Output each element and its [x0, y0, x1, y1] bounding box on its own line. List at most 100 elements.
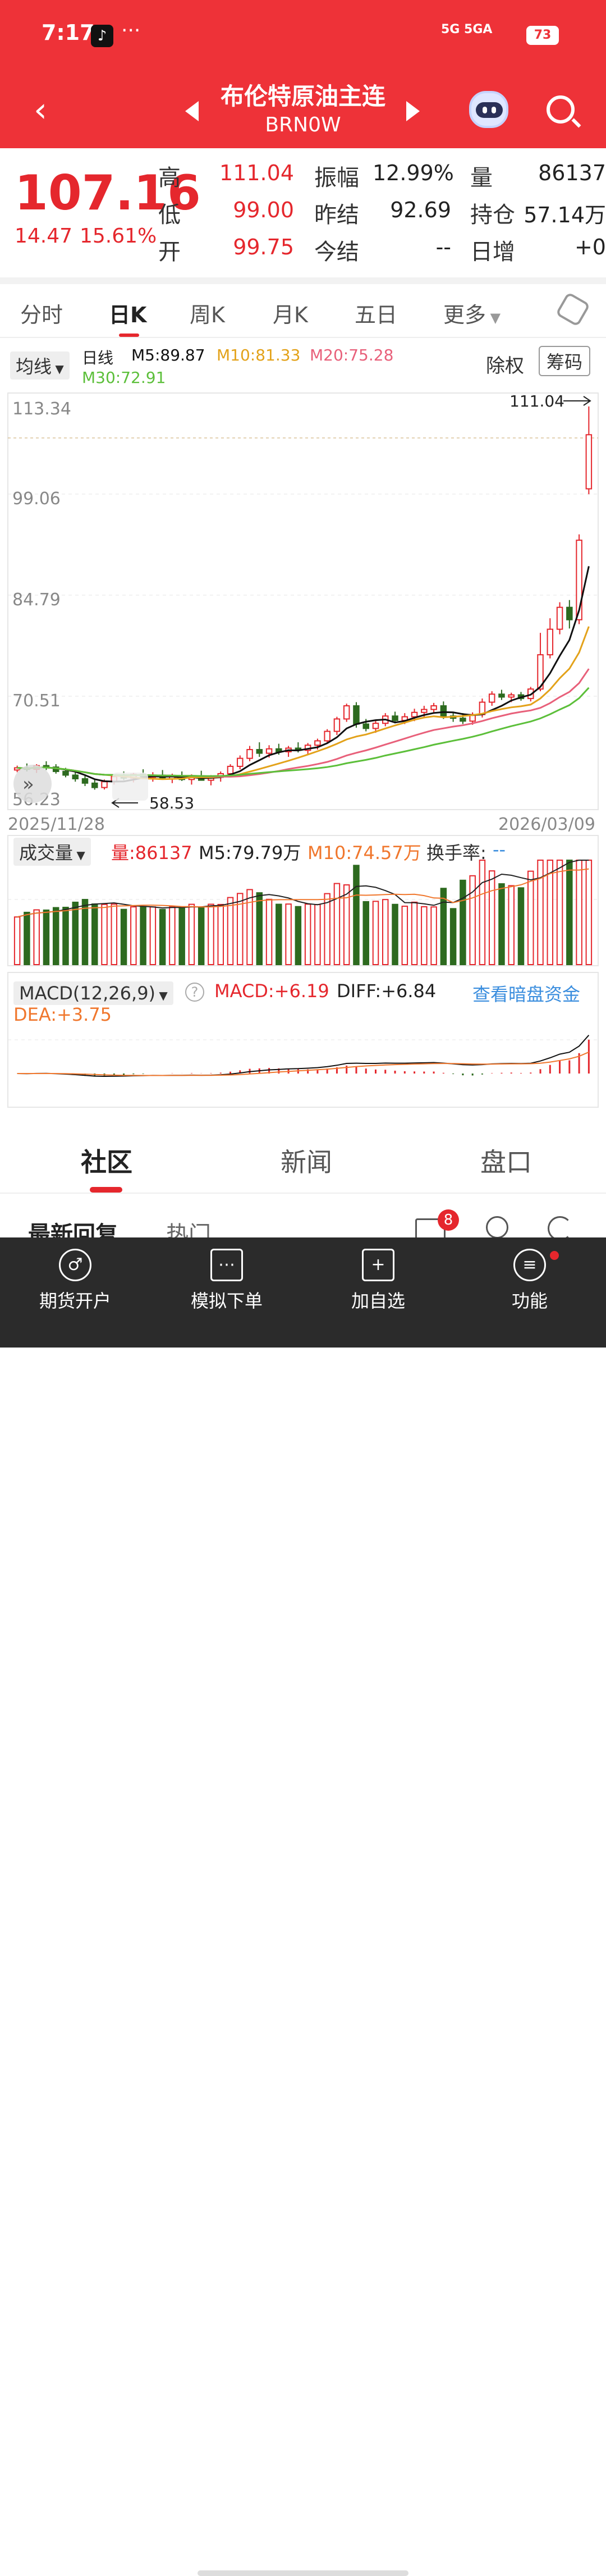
volume-bar: [343, 884, 350, 966]
candle-body: [256, 749, 263, 754]
volume-bar: [508, 885, 515, 966]
expand-sidebar-icon[interactable]: [13, 765, 52, 803]
tab-news[interactable]: 新闻: [281, 1147, 332, 1177]
nav-label: 模拟下单: [190, 1290, 263, 1312]
volume-bar: [256, 892, 263, 965]
candle-body: [353, 705, 360, 725]
dark-pool-funds-link[interactable]: 查看暗盘资金: [472, 984, 581, 1005]
tab-weekly-k[interactable]: 周K: [190, 303, 225, 327]
candle-body: [498, 693, 505, 698]
candle-body: [237, 757, 244, 767]
candle-body: [488, 693, 495, 703]
y-tick-0: 113.34: [12, 399, 71, 419]
volume-bar: [411, 901, 418, 965]
ma10-line: [17, 626, 590, 780]
candle-body: [362, 723, 369, 729]
volume-bar: [314, 904, 321, 965]
account-open-icon: ♂: [59, 1249, 91, 1281]
filter-latest[interactable]: 最新回复 ⌄: [28, 1216, 135, 1239]
ma-selector-label: 均线: [16, 356, 52, 377]
candle-body: [421, 709, 428, 713]
filter-hot[interactable]: 热门: [166, 1222, 211, 1239]
volume-bar: [81, 899, 89, 965]
volume-bar: [576, 860, 582, 965]
candle-body: [81, 778, 89, 784]
tab-daily-k[interactable]: 日K: [109, 303, 147, 327]
search-icon[interactable]: [547, 95, 575, 124]
prev-contract-icon[interactable]: [185, 101, 199, 121]
chevron-down-icon: ▼: [52, 362, 64, 376]
refresh-icon[interactable]: [548, 1216, 572, 1239]
nav-open-account[interactable]: ♂ 期货开户: [19, 1249, 131, 1313]
nav-simulated-order[interactable]: ⋯ 模拟下单: [171, 1249, 283, 1313]
volume-bar: [469, 875, 476, 966]
tab-intraday[interactable]: 分时: [20, 303, 63, 327]
macd-selector-label: MACD(12,26,9): [19, 983, 156, 1004]
volume-bar: [460, 879, 466, 966]
volume-bar: [43, 909, 50, 965]
price-change-pct: 15.61%: [80, 225, 157, 248]
volume-bar: [527, 870, 534, 965]
candle-body: [392, 715, 398, 721]
candle-body: [508, 694, 515, 698]
macd-lines: [17, 1035, 590, 1077]
volume-bar: [382, 899, 389, 965]
tiktok-icon: ♪: [91, 25, 113, 47]
volume-bar: [440, 888, 447, 965]
volume-selector[interactable]: 成交量 ▼: [13, 838, 91, 866]
fullscreen-icon[interactable]: [112, 773, 148, 801]
macd-selector[interactable]: MACD(12,26,9) ▼: [13, 981, 173, 1005]
candle-body: [91, 782, 98, 788]
x-end-date: 2026/03/09: [498, 815, 595, 834]
dea-line: [17, 1051, 589, 1076]
candle-body: [62, 771, 69, 776]
x-start-date: 2025/11/28: [8, 815, 105, 834]
candle-body: [430, 705, 437, 710]
chips-button[interactable]: 筹码: [539, 346, 591, 376]
label-open: 开: [158, 239, 181, 265]
chart-settings-icon[interactable]: [555, 291, 591, 327]
value-open-interest: 57.14万: [524, 203, 606, 227]
volume-bar: [178, 906, 185, 966]
volume-bar: [198, 906, 205, 965]
price-change: 14.47: [15, 225, 73, 248]
candle-body: [314, 740, 321, 746]
turnover-value: --: [493, 839, 506, 860]
ma-selector[interactable]: 均线 ▼: [10, 351, 70, 380]
value-low: 99.00: [233, 198, 294, 222]
volume-bar: [159, 908, 166, 965]
candlesticks: [13, 406, 593, 790]
value-amplitude: 12.99%: [373, 161, 454, 185]
tab-more[interactable]: 更多 ▼: [443, 298, 501, 328]
volume-bar: [537, 860, 544, 965]
adjust-button[interactable]: 除权: [486, 355, 524, 377]
volume-bar: [33, 909, 40, 966]
back-icon[interactable]: ‹: [34, 90, 47, 130]
tab-five-day[interactable]: 五日: [355, 303, 398, 327]
header: ‹ 布伦特原油主连 BRN0W: [0, 73, 606, 148]
assistant-robot-icon[interactable]: [469, 91, 508, 128]
tab-monthly-k[interactable]: 月K: [273, 303, 308, 327]
volume-bar: [324, 893, 330, 965]
status-bar: 7:17 ♪ ··· 5G 5GA 73: [0, 0, 606, 73]
nav-label: 功能: [511, 1290, 548, 1312]
candle-body: [537, 654, 544, 690]
nav-add-watchlist[interactable]: + 加自选: [322, 1249, 434, 1313]
volume-bar: [72, 901, 79, 965]
kline-chart[interactable]: 113.34 99.06 84.79 70.51 56.23 111.04 58…: [0, 338, 606, 1113]
volume-bar: [449, 908, 457, 965]
volume-ma-lines: [17, 860, 589, 918]
help-icon[interactable]: ?: [185, 983, 204, 1002]
document-icon: ⋯: [210, 1249, 243, 1281]
candle-body: [556, 606, 563, 630]
volume-bar: [392, 903, 398, 966]
chevron-down-icon: ▼: [486, 310, 501, 326]
user-icon[interactable]: [486, 1216, 508, 1239]
volume-bar: [265, 898, 273, 966]
tab-more-label: 更多: [443, 303, 486, 327]
next-contract-icon[interactable]: [406, 101, 420, 121]
tab-community[interactable]: 社区: [81, 1147, 132, 1177]
nav-functions[interactable]: ≡ 功能: [474, 1249, 586, 1313]
community-filters: 最新回复 ⌄ 热门 8: [0, 1194, 606, 1239]
tab-order-book[interactable]: 盘口: [480, 1147, 532, 1177]
